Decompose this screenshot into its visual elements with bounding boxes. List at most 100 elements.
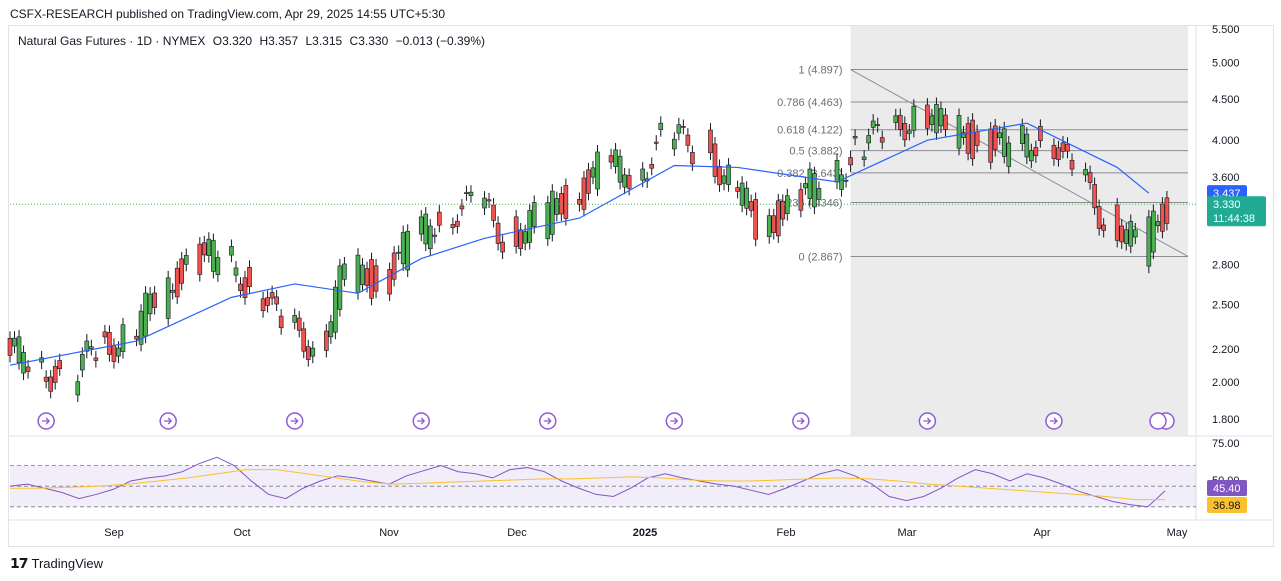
time-tick-label: Nov (379, 527, 399, 539)
price-tick-label: 4.500 (1212, 94, 1240, 106)
candle-body (902, 123, 908, 141)
candle-body (717, 166, 722, 186)
candle-body (337, 265, 343, 310)
time-tick-label: Dec (507, 527, 527, 539)
rsi-ma-line (10, 469, 1166, 501)
candle-body (974, 131, 980, 146)
ohlc-open: O3.320 (212, 34, 253, 48)
candle-body (152, 292, 157, 308)
candle-body (848, 157, 853, 166)
candle-body (1056, 147, 1061, 160)
price-tick-label: 1.800 (1212, 414, 1240, 426)
candle-body (649, 164, 655, 169)
candle-body (522, 231, 528, 244)
candle-body (852, 136, 858, 139)
candle-body (305, 346, 311, 360)
symbol-name[interactable]: Natural Gas Futures · 1D · NYMEX (18, 34, 206, 48)
candle-body (206, 238, 212, 256)
fib-level-label: 1 (4.897) (799, 65, 843, 77)
candle-body (929, 115, 935, 125)
candle-body (342, 263, 347, 280)
tradingview-footer: 𝟭𝟳 TradingView (10, 555, 103, 572)
candle-body (997, 132, 1003, 139)
rsi-badge (1207, 480, 1247, 496)
candle-body (138, 310, 144, 345)
candle-body (1051, 144, 1057, 160)
rsi-tick-label: 75.00 (1212, 438, 1240, 450)
candle-body (518, 229, 523, 250)
candle-body (925, 104, 930, 129)
candle-body (400, 232, 406, 265)
candle-body (780, 200, 786, 220)
candle-body (491, 204, 496, 221)
candle-body (563, 185, 569, 219)
candle-body (486, 199, 492, 202)
candle-body (247, 266, 252, 288)
candle-body (364, 268, 370, 286)
event-icon (1149, 412, 1167, 430)
ohlc-low: L3.315 (305, 34, 343, 48)
candle-body (355, 254, 361, 293)
fib-level-label: 0 (2.867) (799, 251, 843, 263)
candle-body (685, 134, 691, 146)
candle-body (202, 242, 207, 256)
candle-body (495, 222, 501, 244)
candle-body (1006, 142, 1012, 167)
candle-body (690, 152, 695, 165)
candle-body (120, 324, 126, 352)
candle-body (387, 269, 392, 295)
candle-body (590, 167, 596, 178)
candle-body (839, 174, 844, 190)
candle-body (1101, 224, 1106, 231)
candle-body (12, 337, 17, 347)
candle-body (43, 376, 49, 382)
candle-body (988, 128, 993, 163)
candle-body (1060, 142, 1066, 152)
candle-body (1160, 203, 1165, 232)
candle-body (450, 224, 456, 228)
candle-body (1146, 216, 1152, 267)
candle-body (391, 252, 397, 280)
time-tick-label: May (1167, 527, 1188, 539)
event-arrow-icon (164, 417, 173, 425)
candle-body (938, 108, 944, 127)
candle-body (464, 192, 469, 195)
candle-body (965, 123, 971, 154)
candle-body (427, 225, 433, 250)
candle-body (1087, 172, 1093, 183)
candle-body (80, 353, 85, 371)
candle-body (111, 344, 117, 362)
tradingview-brand[interactable]: TradingView (31, 556, 104, 571)
candle-body (1065, 143, 1070, 152)
candle-body (1119, 225, 1125, 243)
price-tick-label: 5.000 (1212, 57, 1240, 69)
candle-body (1123, 229, 1129, 244)
candle-body (897, 115, 903, 130)
candle-body (866, 135, 871, 144)
candle-body (107, 332, 112, 355)
candle-body (373, 265, 379, 292)
candle-body (48, 376, 53, 392)
price-tick-label: 2.800 (1212, 260, 1240, 272)
tradingview-logo-icon[interactable]: 𝟭𝟳 (10, 555, 29, 571)
candle-body (943, 114, 948, 130)
publisher-line: CSFX-RESEARCH published on TradingView.c… (10, 7, 446, 21)
candle-body (143, 292, 148, 337)
candle-body (437, 211, 442, 226)
candle-body (775, 200, 781, 237)
candle-body (116, 347, 121, 357)
candle-body (726, 164, 731, 185)
time-tick-label: Mar (898, 527, 917, 539)
candle-body (550, 190, 555, 235)
candle-body (739, 182, 745, 206)
candle-body (735, 187, 740, 192)
event-arrow-icon (417, 417, 426, 425)
candle-body (134, 335, 139, 340)
candle-body (870, 120, 876, 128)
candle-body (183, 255, 189, 265)
last-price-label: 3.330 (1213, 199, 1241, 211)
candle-body (16, 336, 22, 363)
candle-body (879, 137, 885, 143)
price-tick-label: 4.000 (1212, 135, 1240, 147)
